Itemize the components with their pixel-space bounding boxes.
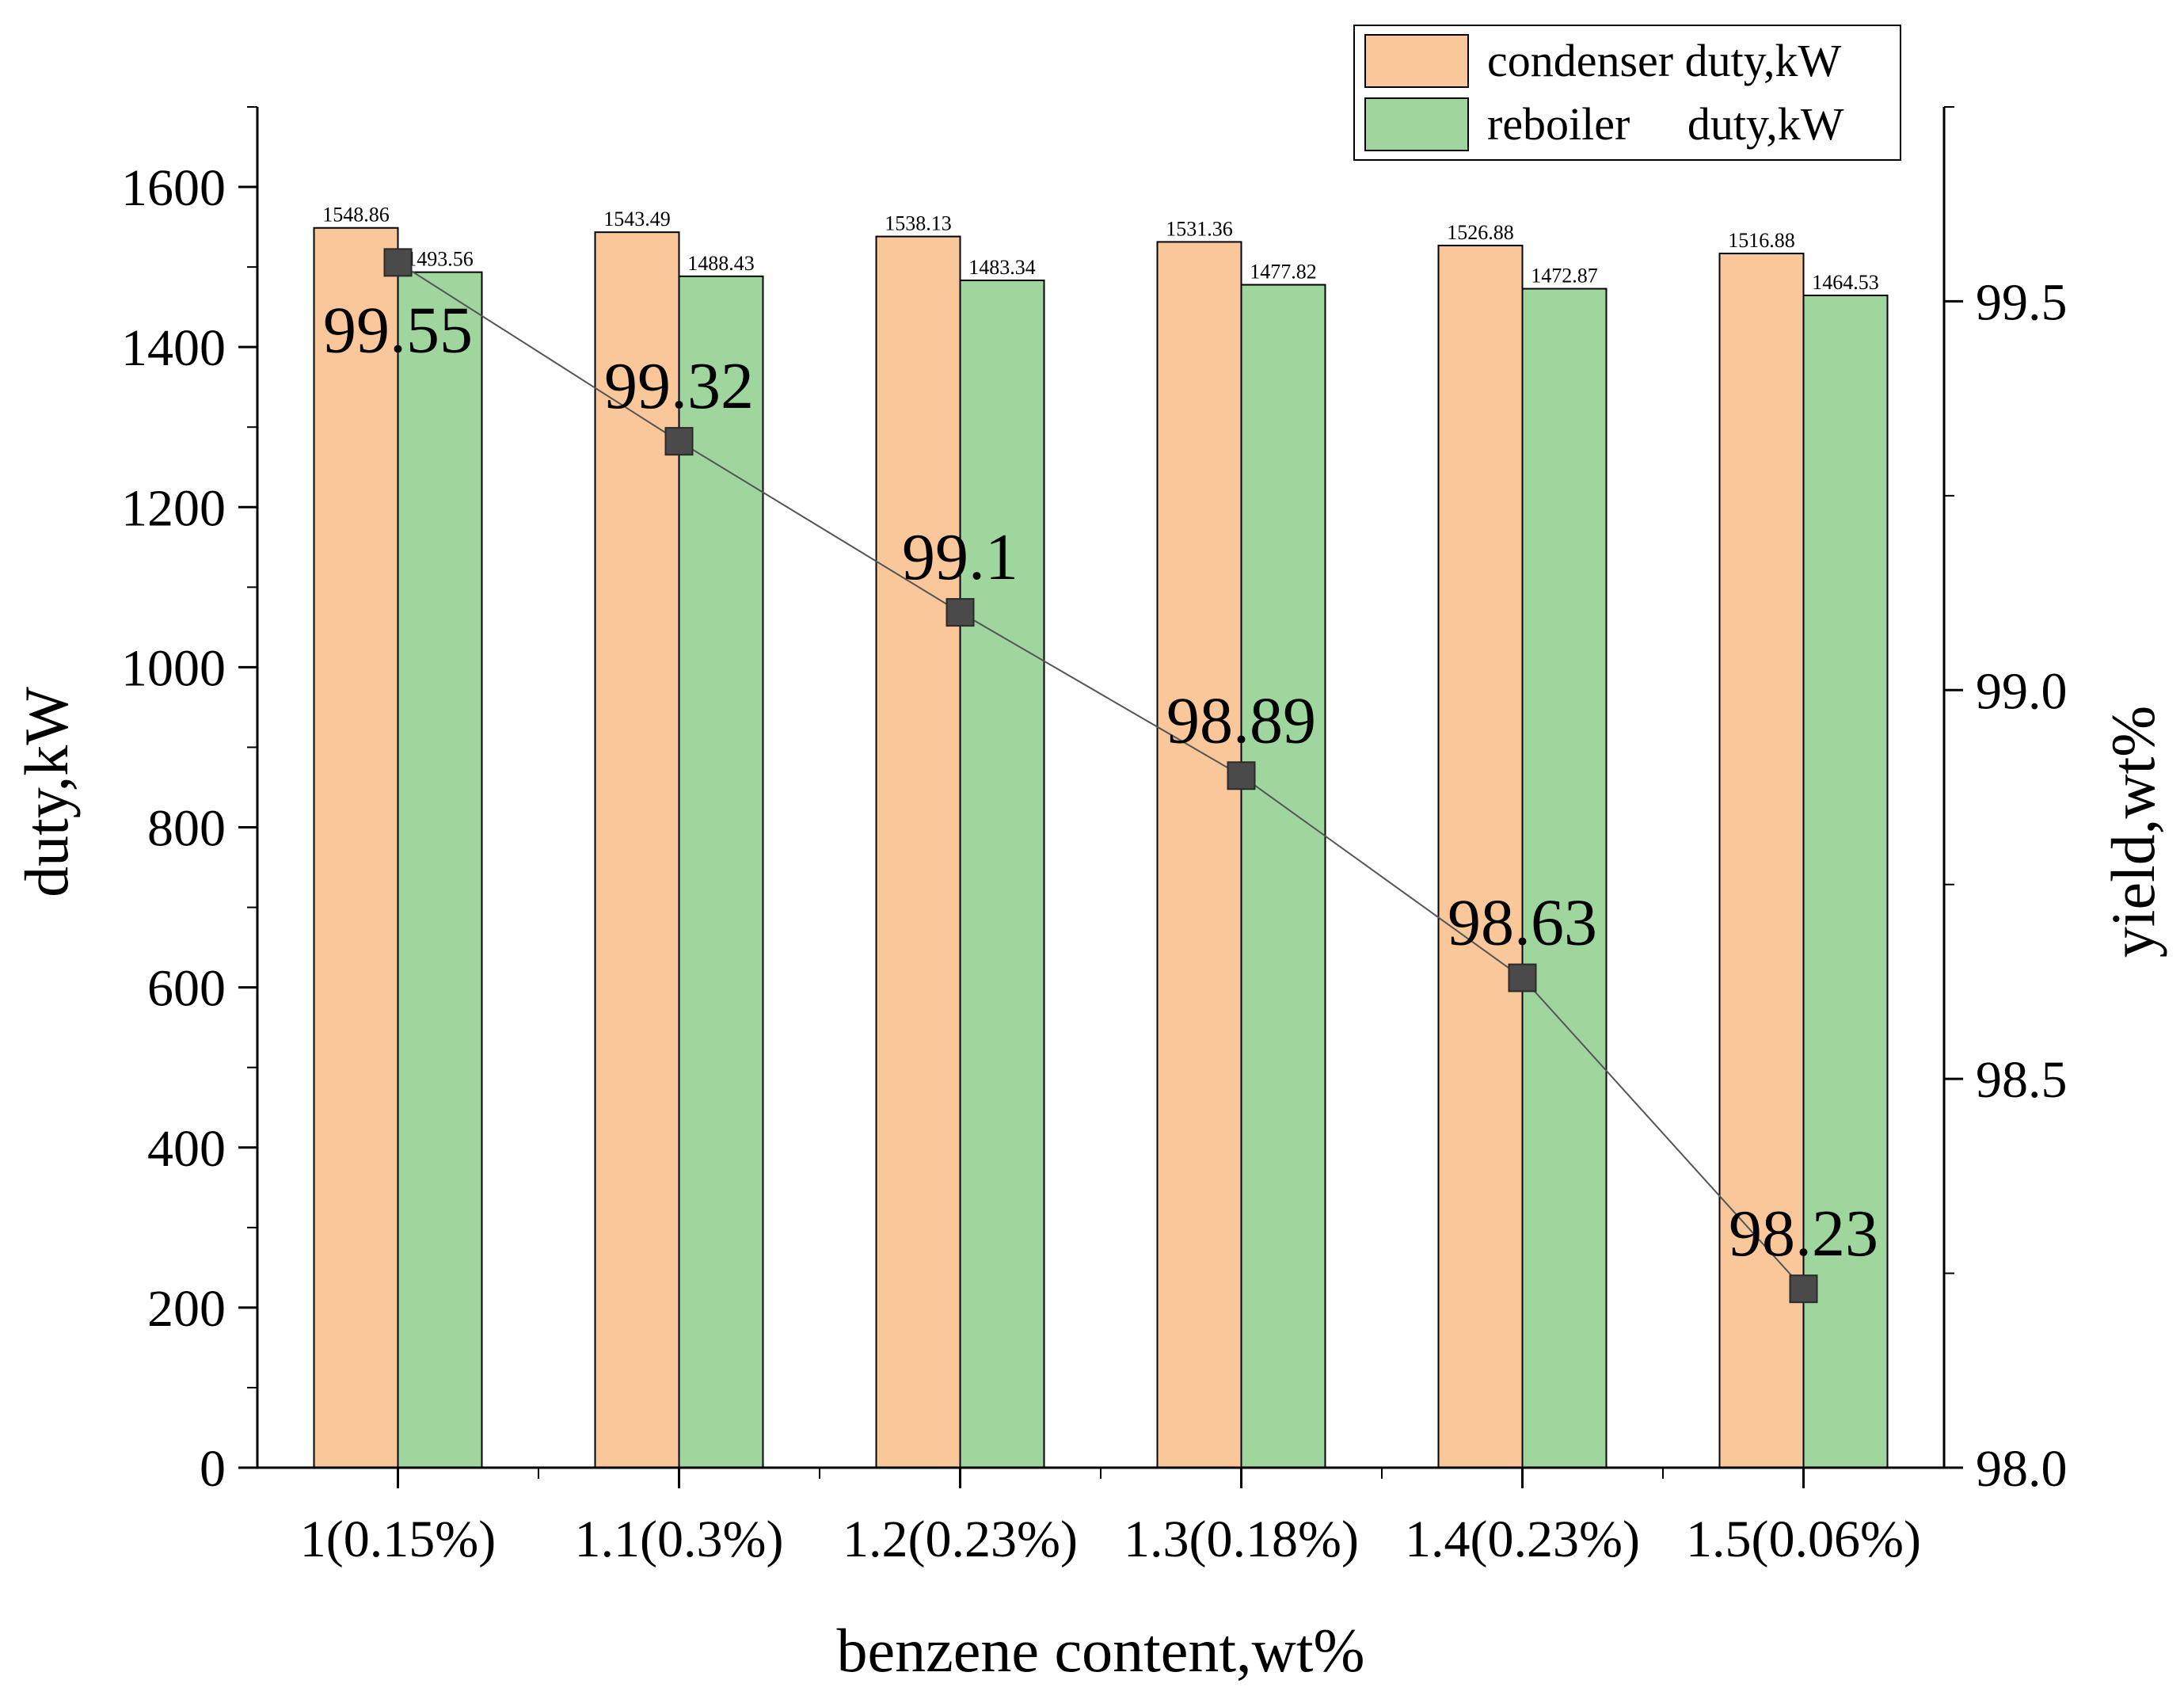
bar-reboiler-2 <box>678 275 764 1468</box>
y-tick-label-1600: 1600 <box>121 159 226 217</box>
yield-label-6: 98.23 <box>1729 1197 1878 1270</box>
bar-label-reboiler-3: 1483.34 <box>968 256 1036 279</box>
yield-label-5: 98.63 <box>1448 886 1597 960</box>
bar-label-reboiler-2: 1488.43 <box>687 252 755 275</box>
bar-condenser-1 <box>313 227 399 1468</box>
yield-marker-2 <box>664 427 694 456</box>
y-tick-label-600: 600 <box>147 960 226 1018</box>
y2-tick-label-3: 99.5 <box>1976 273 2068 331</box>
y2-axis-title: yield,wt% <box>2098 706 2167 958</box>
yield-label-2: 99.32 <box>604 349 754 423</box>
yield-line-layer: 99.55 99.32 99.1 98.89 98.63 98.23 <box>323 248 1878 1304</box>
yield-marker-1 <box>383 248 413 277</box>
bar-condenser-5 <box>1437 244 1524 1469</box>
y-axis-title: duty,kW <box>12 687 81 897</box>
bar-reboiler-5 <box>1521 288 1608 1468</box>
bar-label-condenser-1: 1548.86 <box>322 204 390 227</box>
legend: condenser duty,kW reboiler duty,kW <box>1353 25 1901 161</box>
bar-label-reboiler-1: 1493.56 <box>406 248 474 271</box>
bar-condenser-6 <box>1718 253 1805 1468</box>
bar-label-condenser-4: 1531.36 <box>1166 217 1233 240</box>
yield-label-3: 99.1 <box>902 520 1018 594</box>
yield-marker-3 <box>946 598 975 627</box>
bar-label-reboiler-5: 1472.87 <box>1531 265 1598 288</box>
yield-label-4: 98.89 <box>1166 684 1316 757</box>
yield-label-1: 99.55 <box>323 293 473 367</box>
yield-marker-5 <box>1508 963 1537 992</box>
x-tick-label-6: 1.5(0.06%) <box>1686 1510 1921 1568</box>
legend-swatch-reboiler <box>1364 97 1469 151</box>
y2-tick-label-2: 99.0 <box>1976 662 2068 720</box>
y-tick-label-1400: 1400 <box>121 319 226 377</box>
y-tick-label-1200: 1200 <box>121 479 226 537</box>
x-tick-label-1: 1(0.15%) <box>300 1510 496 1568</box>
y-tick-label-1000: 1000 <box>121 639 226 697</box>
yield-marker-6 <box>1789 1274 1818 1304</box>
x-tick-label-5: 1.4(0.23%) <box>1405 1510 1640 1568</box>
bar-reboiler-4 <box>1240 284 1326 1469</box>
bar-label-reboiler-6: 1464.53 <box>1812 271 1879 294</box>
y-tick-label-800: 800 <box>147 800 226 858</box>
y2-tick-label-1: 98.5 <box>1976 1051 2068 1109</box>
bar-reboiler-3 <box>959 279 1045 1468</box>
bar-reboiler-1 <box>397 271 483 1468</box>
bar-condenser-3 <box>875 235 961 1469</box>
bar-condenser-4 <box>1156 241 1242 1468</box>
x-axis-title: benzene content,wt% <box>836 1616 1364 1685</box>
bars-layer: 1548.86 1543.49 1538.13 1531.36 1526.88 1516.… <box>313 204 1889 1469</box>
legend-label-condenser: condenser duty,kW <box>1487 35 1841 86</box>
x-tick-label-2: 1.1(0.3%) <box>575 1510 784 1568</box>
legend-label-reboiler: reboiler duty,kW <box>1487 98 1844 150</box>
bar-label-condenser-2: 1543.49 <box>603 208 671 230</box>
bar-label-condenser-5: 1526.88 <box>1447 221 1514 244</box>
yield-line <box>397 261 1805 1289</box>
y-tick-label-0: 0 <box>200 1440 226 1498</box>
bar-label-condenser-6: 1516.88 <box>1728 229 1795 252</box>
y2-tick-label-0: 98.0 <box>1976 1440 2068 1498</box>
bar-label-reboiler-4: 1477.82 <box>1250 261 1317 284</box>
axes-layer: 0 200 400 600 800 1000 1200 1400 1600 98.0 98.5 99.… <box>121 106 2068 1568</box>
x-tick-label-4: 1.3(0.18%) <box>1124 1510 1359 1568</box>
legend-swatch-condenser <box>1364 34 1469 88</box>
bar-label-condenser-3: 1538.13 <box>885 212 952 235</box>
y-tick-label-200: 200 <box>147 1280 226 1338</box>
y-tick-label-400: 400 <box>147 1120 226 1178</box>
bar-reboiler-6 <box>1802 294 1889 1468</box>
x-tick-label-3: 1.2(0.23%) <box>843 1510 1078 1568</box>
yield-marker-4 <box>1227 761 1256 790</box>
